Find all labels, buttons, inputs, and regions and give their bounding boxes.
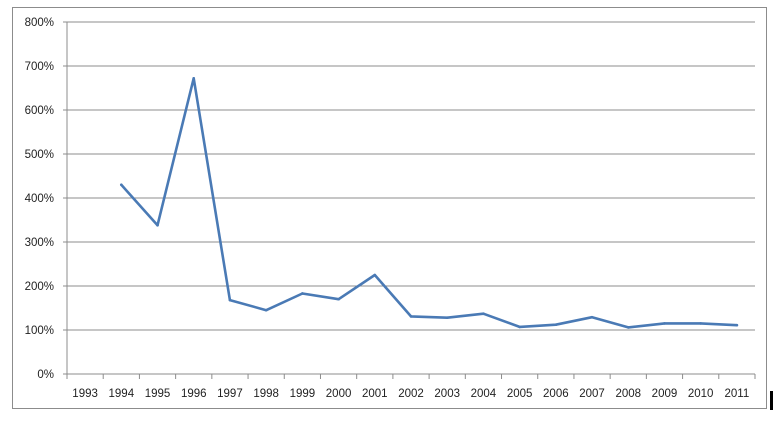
data-point (482, 312, 485, 316)
y-axis-tick-labels: 0% 100% 200% 300% 400% 500% 600% 700% 800% (25, 17, 54, 381)
x-tick-label: 2010 (688, 388, 714, 400)
x-axis-tick-labels: 1993 1994 1995 1996 1997 1998 1999 2000 2001 2002… (72, 388, 749, 400)
x-tick-label: 2008 (615, 388, 641, 400)
x-tick-label: 2001 (362, 388, 388, 400)
x-tick-label: 1996 (181, 388, 207, 400)
y-tick-label: 500% (25, 149, 54, 161)
x-tick-label: 2011 (725, 388, 750, 400)
x-tick-label: 2004 (471, 388, 497, 400)
data-point (409, 315, 413, 318)
x-tick-label: 1999 (290, 388, 316, 400)
data-point (228, 298, 232, 302)
data-point (699, 322, 702, 325)
y-tick-label: 200% (25, 281, 54, 293)
y-tick-label: 300% (25, 237, 54, 249)
series-line (120, 77, 739, 329)
y-tick-label: 800% (25, 17, 54, 29)
x-tick-label: 1994 (109, 388, 135, 400)
data-point (518, 325, 521, 329)
chart-frame (12, 7, 767, 409)
edge-mark (770, 391, 773, 410)
data-point (264, 308, 268, 312)
x-tick-label: 2002 (398, 388, 424, 400)
data-point (156, 223, 159, 227)
x-tick-label: 2003 (434, 388, 460, 400)
y-tick-label: 400% (25, 193, 54, 205)
y-tick-label: 600% (25, 105, 54, 117)
y-tick-label: 100% (25, 325, 54, 337)
data-point (445, 316, 449, 319)
data-point (626, 326, 630, 329)
data-point (735, 323, 739, 327)
x-tick-label: 2007 (579, 388, 605, 400)
x-tick-label: 1998 (253, 388, 279, 400)
data-point (337, 297, 340, 301)
data-point (663, 322, 666, 325)
x-tick-label: 1995 (145, 388, 171, 400)
x-tick-label: 2009 (652, 388, 678, 400)
x-tick-label: 2006 (543, 388, 569, 400)
data-point (590, 315, 594, 319)
gridlines (63, 21, 755, 375)
data-point (301, 292, 304, 295)
data-point (192, 77, 196, 80)
data-point (120, 183, 123, 187)
data-point (554, 323, 558, 327)
x-axis (66, 22, 756, 379)
y-tick-label: 0% (37, 369, 54, 381)
x-tick-label: 1997 (217, 388, 243, 400)
x-tick-label: 1993 (72, 388, 98, 400)
x-tick-label: 2000 (326, 388, 352, 400)
y-tick-label: 700% (25, 61, 54, 73)
series-lines (120, 77, 739, 329)
data-point (373, 273, 377, 277)
x-tick-label: 2005 (507, 388, 533, 400)
